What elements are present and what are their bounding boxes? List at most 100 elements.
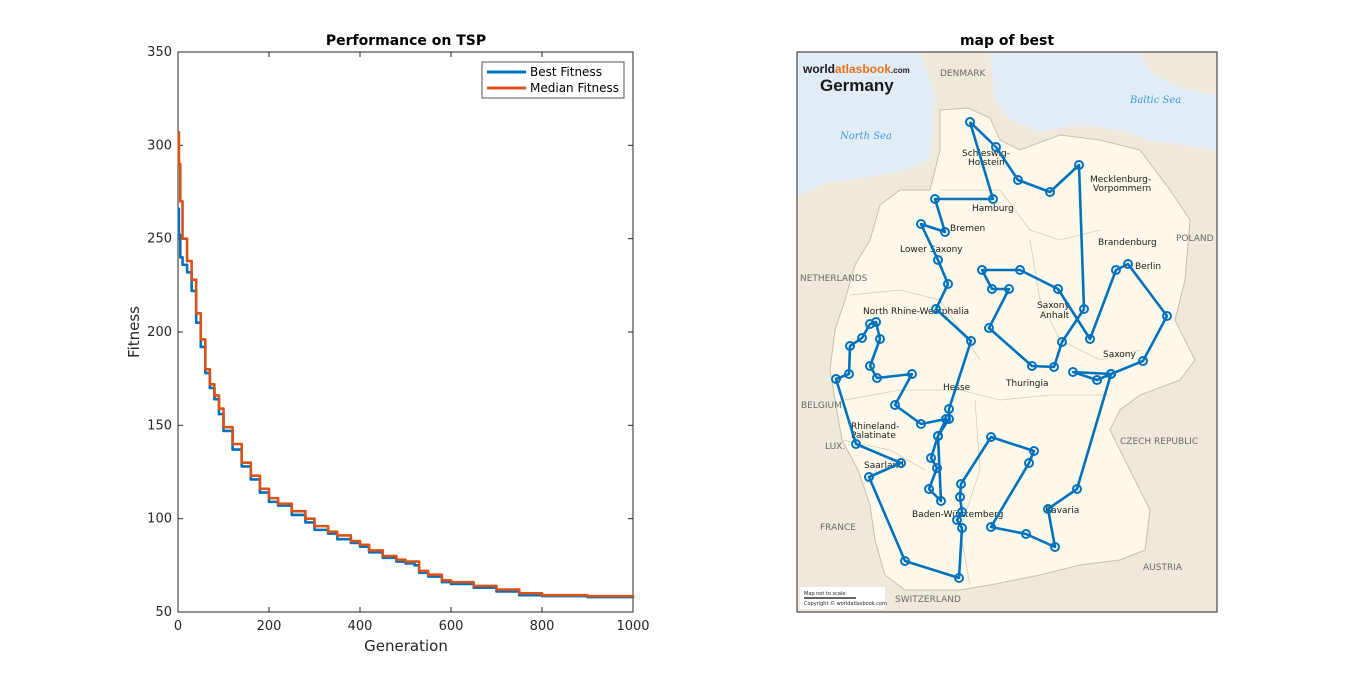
x-tick-label: 400	[348, 619, 373, 634]
x-tick-label: 800	[530, 619, 555, 634]
y-tick-label: 200	[147, 325, 172, 340]
city-point	[1111, 265, 1121, 275]
baltic-sea-label: Baltic Sea	[1129, 95, 1181, 106]
performance-chart: Performance on TSP 0 200 400 600 800 1000 50 1…	[125, 33, 650, 655]
x-axis: 0 200 400 600 800 1000	[174, 52, 650, 634]
region-berlin: Berlin	[1135, 262, 1161, 272]
country-france: FRANCE	[820, 523, 856, 533]
city-point	[991, 142, 1001, 152]
country-austria: AUSTRIA	[1143, 563, 1183, 573]
x-axis-label: Generation	[364, 637, 448, 655]
city-point	[890, 400, 900, 410]
city-point	[1045, 187, 1055, 197]
city-point	[1004, 284, 1014, 294]
y-tick-label: 150	[147, 418, 172, 433]
city-point	[1106, 369, 1116, 379]
city-point	[1138, 356, 1148, 366]
route	[831, 117, 1172, 583]
region-baden: Baden-Württemberg	[912, 510, 1003, 520]
city-point	[936, 496, 946, 506]
region-hamburg: Hamburg	[972, 204, 1014, 214]
city-point	[944, 404, 954, 414]
city-point	[1029, 446, 1039, 456]
city-point	[1013, 175, 1023, 185]
y-tick-label: 50	[155, 605, 172, 620]
city-point	[966, 336, 976, 346]
city-point	[955, 492, 965, 502]
city-point	[1043, 504, 1053, 514]
city-point	[1015, 265, 1025, 275]
city-point	[896, 458, 906, 468]
region-holstein: Holstein	[968, 158, 1005, 168]
map-frame	[796, 51, 1218, 613]
city-point	[986, 522, 996, 532]
region-thuringia: Thuringia	[1005, 379, 1049, 389]
city-point	[956, 479, 966, 489]
country-switzerland: SWITZERLAND	[895, 595, 961, 605]
x-tick-label: 1000	[616, 619, 649, 634]
country-czech: CZECH REPUBLIC	[1120, 437, 1198, 447]
y-axis-label: Fitness	[125, 306, 143, 358]
city-point	[907, 369, 917, 379]
city-point	[1049, 362, 1059, 372]
city-point	[930, 194, 940, 204]
city-point	[1050, 542, 1060, 552]
map-scale-note: Map not to scale	[804, 591, 845, 597]
city-point	[987, 284, 997, 294]
series-line-median	[177, 130, 635, 598]
city-point	[872, 373, 882, 383]
city-point	[952, 515, 962, 525]
city-point	[845, 341, 855, 351]
city-point	[1057, 337, 1067, 347]
x-tick-label: 200	[257, 619, 282, 634]
city-point	[851, 439, 861, 449]
city-point	[954, 573, 964, 583]
city-point	[900, 556, 910, 566]
city-point	[984, 323, 994, 333]
region-saxony: Saxony	[1103, 350, 1136, 360]
country-lux: LUX.	[825, 442, 845, 452]
legend-label-best: Best Fitness	[530, 65, 602, 79]
city-point	[875, 334, 885, 344]
region-bavaria: Bavaria	[1045, 506, 1079, 516]
y-tick-label: 350	[147, 45, 172, 60]
map-copyright: Copyright © worldatlasbook.com	[804, 600, 887, 607]
legend: Best Fitness Median Fitness	[481, 61, 625, 99]
city-point	[1027, 361, 1037, 371]
city-point	[977, 265, 987, 275]
city-point	[932, 463, 942, 473]
country-poland: POLAND	[1176, 234, 1214, 244]
city-point	[988, 194, 998, 204]
city-point	[831, 374, 841, 384]
city-point	[933, 255, 943, 265]
region-mecklenburg: Mecklenburg-	[1090, 175, 1151, 185]
map-title: map of best	[960, 33, 1054, 49]
country-belgium: BELGIUM	[801, 401, 842, 411]
city-point	[865, 361, 875, 371]
x-tick-label: 0	[174, 619, 182, 634]
city-point	[864, 472, 874, 482]
y-tick-label: 300	[147, 138, 172, 153]
city-point	[865, 319, 875, 329]
city-point	[931, 304, 941, 314]
denmark-land	[920, 52, 990, 112]
city-point	[1068, 367, 1078, 377]
region-vorpommern: Vorpommern	[1093, 184, 1151, 194]
city-point	[1123, 259, 1133, 269]
map-chart: map of best	[796, 33, 1218, 613]
city-point	[1021, 529, 1031, 539]
map-image: worldatlasbook.com Germany North Sea Bal…	[797, 52, 1217, 612]
region-nrw: North Rhine-Westphalia	[863, 307, 969, 317]
region-lower-saxony: Lower Saxony	[900, 245, 963, 255]
legend-box	[481, 61, 625, 99]
region-bremen: Bremen	[950, 224, 985, 234]
y-tick-label: 250	[147, 232, 172, 247]
city-point	[1092, 375, 1102, 385]
city-point	[916, 219, 926, 229]
city-point	[957, 507, 967, 517]
city-point	[965, 117, 975, 127]
country-netherlands: NETHERLANDS	[800, 274, 868, 284]
y-axis: 50 100 150 200 250 300 350	[147, 45, 633, 620]
city-point	[943, 279, 953, 289]
city-point	[986, 432, 996, 442]
